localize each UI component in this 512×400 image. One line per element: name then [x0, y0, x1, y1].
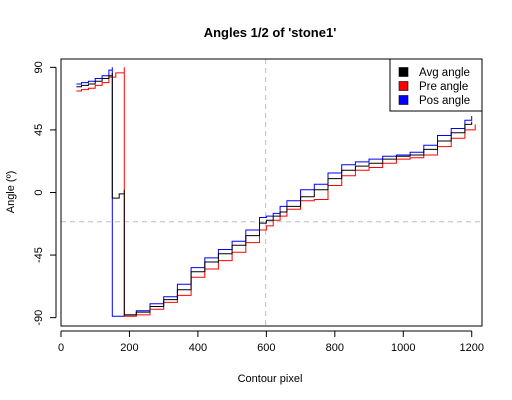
- x-tick-label: 800: [326, 342, 344, 354]
- y-axis: -90 -45 0 45 90: [33, 61, 57, 326]
- y-tick-label: 90: [33, 61, 45, 73]
- y-tick-label: -90: [33, 310, 45, 326]
- x-axis-label: Contour pixel: [238, 373, 303, 385]
- x-tick-label: 1200: [459, 342, 483, 354]
- legend-label: Avg angle: [419, 67, 470, 79]
- legend-label: Pos angle: [419, 95, 470, 107]
- chart-title: Angles 1/2 of 'stone1': [204, 25, 337, 40]
- legend-swatch: [398, 95, 409, 105]
- x-axis: 0 200 400 600 800 1000 1200: [58, 330, 484, 354]
- legend-swatch: [398, 67, 409, 77]
- legend: Avg angle Pre angle Pos angle: [389, 58, 483, 112]
- plot-frame: [60, 58, 483, 327]
- reference-lines: [61, 59, 482, 326]
- series-line-pre-angle: [76, 67, 476, 317]
- y-tick-label: -45: [33, 247, 45, 263]
- x-tick-label: 400: [189, 342, 207, 354]
- x-tick-label: 600: [257, 342, 275, 354]
- series-line-avg-angle: [76, 72, 473, 316]
- x-tick-label: 0: [58, 342, 64, 354]
- series-layer: [76, 67, 476, 317]
- y-tick-label: 45: [33, 124, 45, 136]
- y-axis-label: Angle (º): [5, 171, 17, 214]
- legend-label: Pre angle: [419, 81, 468, 93]
- series-line-pos-angle: [76, 67, 473, 317]
- y-tick-label: 0: [33, 189, 45, 195]
- legend-swatch: [398, 81, 409, 91]
- x-tick-label: 200: [120, 342, 138, 354]
- x-tick-label: 1000: [391, 342, 415, 354]
